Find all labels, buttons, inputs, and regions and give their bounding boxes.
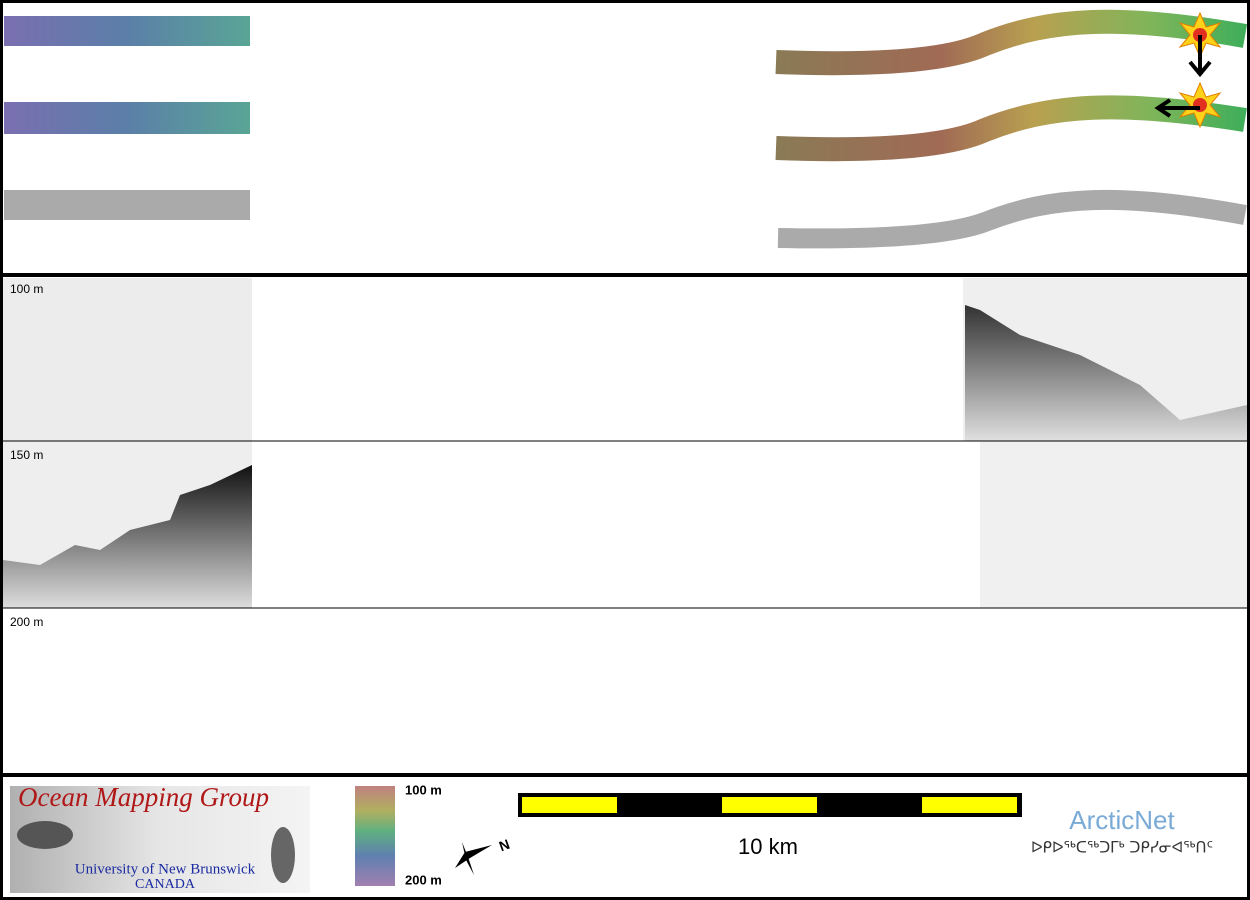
logo-country: CANADA [135,877,196,892]
compass-label: N [497,836,512,854]
arrow [1154,98,1200,118]
echogram-data [980,441,1247,608]
depth-label: 200 m [10,615,43,629]
colorbar [355,786,395,886]
partner-syllabics: ᐅᑭᐅᖅᑕᖅᑐᒥᒃ ᑐᑭᓯᓂᐊᖅᑎᑦ [1031,839,1213,857]
scale-bar: 10 km [518,793,1022,859]
logo-graphic [17,821,73,849]
depth-label: 100 m [10,282,43,296]
colorbar-label: 100 m [405,782,442,797]
swath-left-backscatter [4,190,250,220]
logo-university: University of New Brunswick [75,861,256,877]
arrow [1188,35,1212,78]
echogram: 100 m 150 m 200 m [0,278,1250,629]
swath-right [775,9,1248,76]
logo-graphic [271,827,295,883]
seabed-echo [965,305,1247,441]
colorbar-label: 200 m [405,872,442,887]
partner-name: ArcticNet [1069,805,1175,835]
scale-label: 10 km [738,834,798,859]
logo: Ocean Mapping Group University of New Br… [10,782,310,893]
swath-maps [4,9,1248,249]
seabed-echo [3,465,252,608]
echogram-data [3,278,252,441]
depth-label: 150 m [10,448,43,462]
swath-right-backscatter [777,189,1247,249]
logo-title: Ocean Mapping Group [18,782,269,812]
swath-left [4,102,250,134]
compass: N [455,836,512,875]
swath-right [775,95,1247,162]
swath-left [4,16,250,46]
